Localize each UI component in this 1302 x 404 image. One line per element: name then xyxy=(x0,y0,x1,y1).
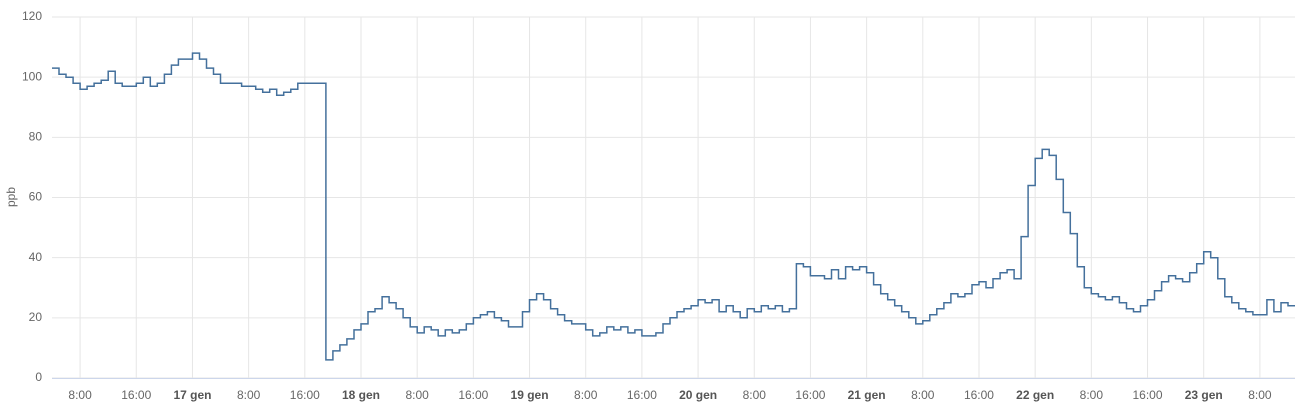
x-tick-label: 20 gen xyxy=(679,388,717,402)
x-tick-label: 16:00 xyxy=(121,388,151,402)
x-tick-label: 19 gen xyxy=(511,388,549,402)
x-tick-label: 16:00 xyxy=(458,388,488,402)
x-tick-label: 16:00 xyxy=(1133,388,1163,402)
x-tick-label: 23 gen xyxy=(1185,388,1223,402)
x-tick-label: 8:00 xyxy=(574,388,598,402)
y-axis-label: ppb xyxy=(4,187,18,207)
y-tick-label: 100 xyxy=(22,69,42,83)
x-tick-label: 16:00 xyxy=(964,388,994,402)
x-tick-label: 16:00 xyxy=(627,388,657,402)
x-tick-label: 8:00 xyxy=(237,388,261,402)
y-tick-label: 120 xyxy=(22,9,42,23)
x-tick-label: 17 gen xyxy=(173,388,211,402)
y-tick-label: 40 xyxy=(29,250,43,264)
x-tick-label: 21 gen xyxy=(848,388,886,402)
x-tick-label: 16:00 xyxy=(290,388,320,402)
x-tick-label: 8:00 xyxy=(1248,388,1272,402)
x-tick-label: 8:00 xyxy=(405,388,429,402)
x-tick-label: 8:00 xyxy=(911,388,935,402)
y-tick-label: 80 xyxy=(29,130,43,144)
x-tick-label: 22 gen xyxy=(1016,388,1054,402)
y-tick-label: 20 xyxy=(29,310,43,324)
x-tick-label: 8:00 xyxy=(1080,388,1104,402)
x-tick-label: 8:00 xyxy=(743,388,767,402)
x-tick-label: 8:00 xyxy=(68,388,92,402)
x-tick-label: 18 gen xyxy=(342,388,380,402)
x-tick-label: 16:00 xyxy=(795,388,825,402)
y-tick-label: 60 xyxy=(29,190,43,204)
y-tick-label: 0 xyxy=(35,370,42,384)
data-line xyxy=(52,52,1295,361)
